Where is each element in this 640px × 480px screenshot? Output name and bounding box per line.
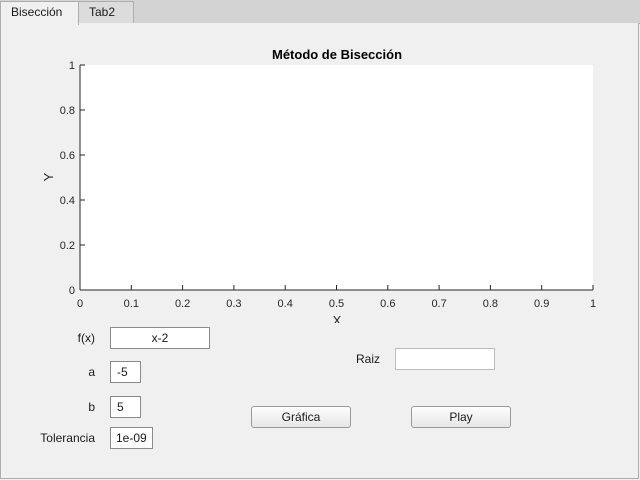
y-tick-label: 0 [69, 285, 75, 297]
tolerancia-label: Tolerancia [40, 431, 95, 445]
plot-axes: 0 0.1 0.2 0.3 0.4 0.5 0.6 0.7 0.8 0.9 1 0 0.2 0.4 0.6… [41, 47, 596, 323]
tab-panel-biseccion: 0 0.1 0.2 0.3 0.4 0.5 0.6 0.7 0.8 0.9 1 0 0.2 0.4 0.6… [0, 23, 639, 479]
play-button[interactable]: Play [411, 406, 511, 428]
b-input[interactable] [110, 396, 141, 418]
x-tick-label: 0.6 [380, 298, 395, 310]
tolerancia-input[interactable] [110, 427, 153, 449]
x-tick-label: 1 [590, 298, 596, 310]
x-tick-label: 0.7 [431, 298, 446, 310]
raiz-output[interactable] [395, 348, 495, 370]
grafica-button[interactable]: Gráfica [251, 406, 351, 428]
b-label: b [88, 400, 95, 414]
fx-label: f(x) [77, 331, 95, 345]
y-tick-label: 0.6 [60, 150, 75, 162]
a-label: a [88, 365, 95, 379]
y-tick-label: 0.4 [60, 195, 75, 207]
y-tick-label: 0.8 [60, 105, 75, 117]
tab-tab2[interactable]: Tab2 [78, 1, 134, 24]
tab-bar: Bisección Tab2 [0, 0, 640, 25]
x-tick-label: 0.9 [534, 298, 549, 310]
y-tick-label: 1 [69, 60, 75, 72]
x-tick-label: 0.1 [124, 298, 139, 310]
y-ticks: 0 0.2 0.4 0.6 0.8 1 [60, 60, 85, 297]
y-axis-label: Y [41, 172, 56, 181]
plot-area [80, 65, 593, 290]
x-tick-label: 0.3 [226, 298, 241, 310]
plot-title: Método de Bisección [272, 47, 402, 62]
x-tick-label: 0.5 [329, 298, 344, 310]
x-ticks: 0 0.1 0.2 0.3 0.4 0.5 0.6 0.7 0.8 0.9 1 [77, 285, 596, 310]
x-tick-label: 0.2 [175, 298, 190, 310]
x-tick-label: 0.8 [483, 298, 498, 310]
fx-input[interactable] [110, 327, 210, 349]
raiz-label: Raiz [355, 352, 380, 366]
x-tick-label: 0 [77, 298, 83, 310]
a-input[interactable] [110, 361, 141, 383]
x-tick-label: 0.4 [278, 298, 293, 310]
y-tick-label: 0.2 [60, 240, 75, 252]
tab-biseccion[interactable]: Bisección [0, 1, 79, 25]
x-axis-label: X [333, 313, 342, 323]
